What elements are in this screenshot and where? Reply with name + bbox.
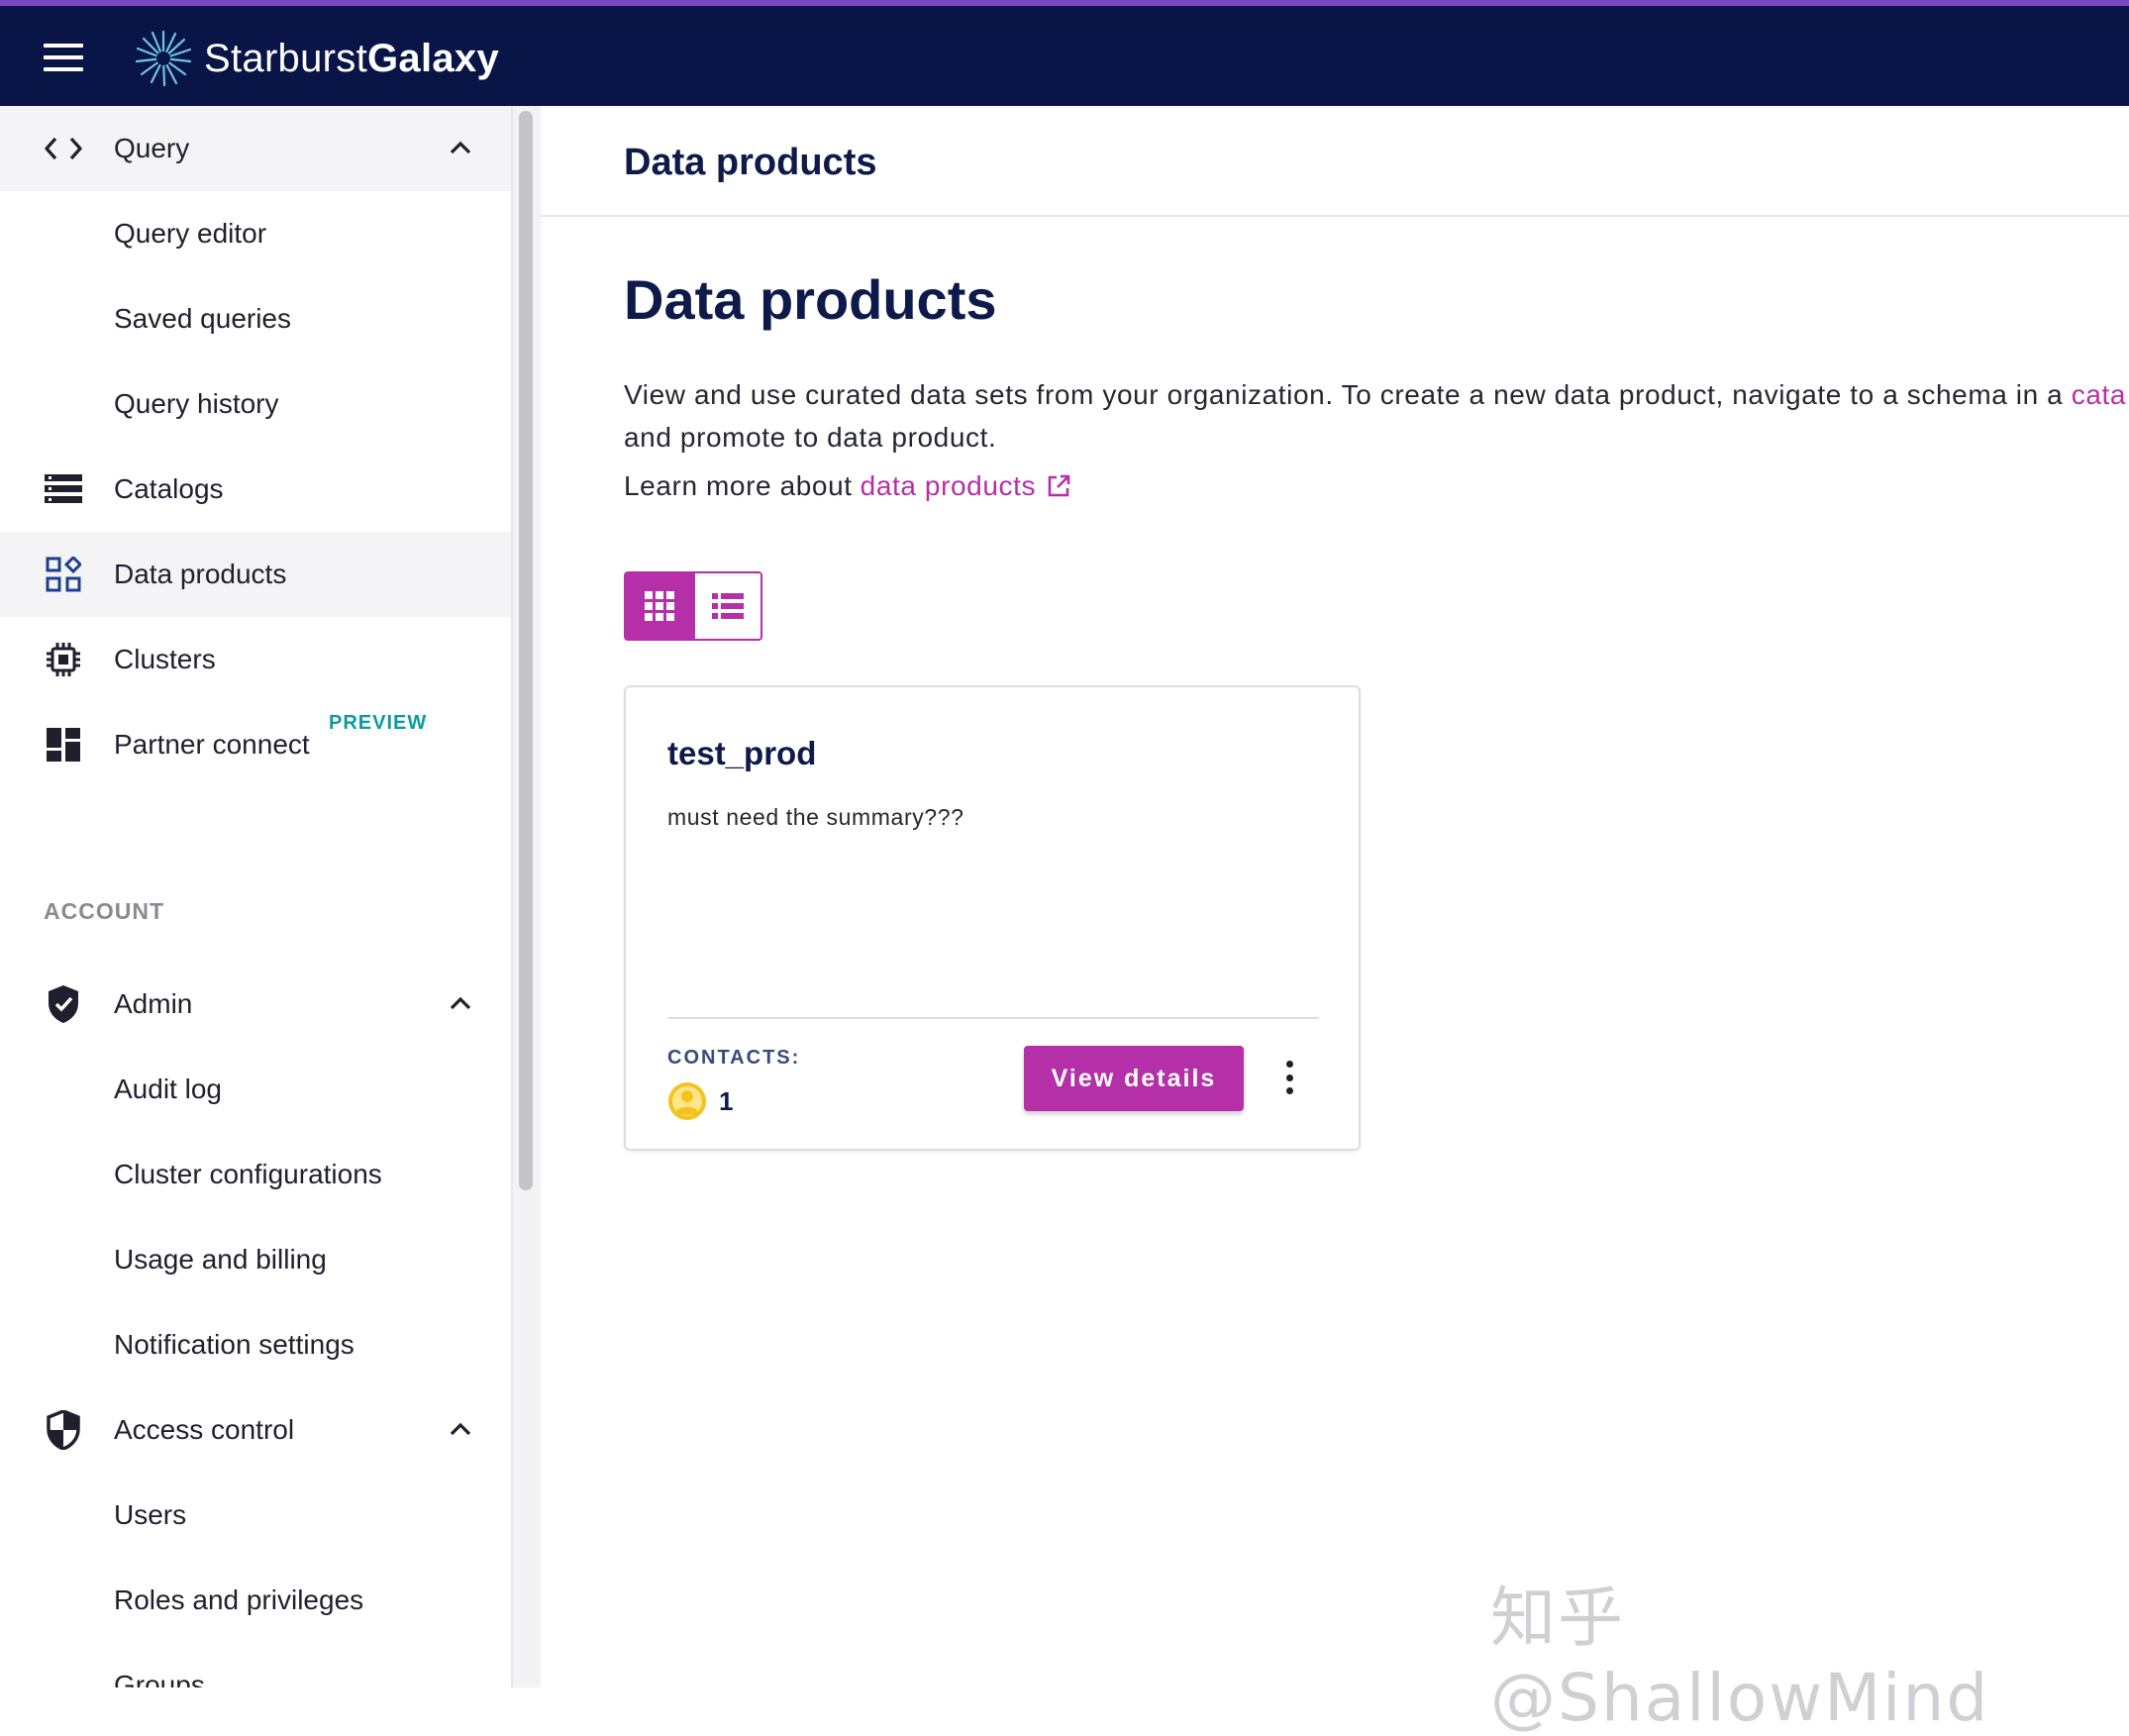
logo-text-bold: Galaxy [367,36,500,80]
data-products-icon [44,555,83,594]
sidebar-item-label: Query editor [114,218,267,249]
sidebar-item-label: Cluster configurations [114,1159,382,1189]
sidebar-item-label: Clusters [114,644,216,674]
description-text: View and use curated data sets from your… [624,379,2072,410]
learn-more-prefix: Learn more about [624,470,853,501]
page-title: Data products [624,268,997,331]
sidebar-item-catalogs[interactable]: Catalogs [0,447,511,532]
sidebar: Query Query editor Saved queries Query h… [0,106,513,1687]
section-label-account: ACCOUNT [44,898,164,924]
sidebar-item-label: Admin [114,988,193,1019]
sidebar-item-query[interactable]: Query [0,106,511,191]
sidebar-item-label: Access control [114,1414,295,1445]
sidebar-scrollbar-thumb[interactable] [519,111,533,1190]
sidebar-item-users[interactable]: Users [0,1473,511,1558]
contacts: 1 [667,1081,733,1121]
grid-icon [644,591,674,621]
logo-text-light: Starburst [204,36,367,80]
top-app-bar: StarburstGalaxy [0,0,2129,106]
chevron-up-icon[interactable] [448,991,473,1017]
page-header: Data products [541,106,2129,217]
sidebar-item-label: Catalogs [114,473,224,504]
sidebar-item-label: Partner connect [114,729,310,760]
sidebar-item-label: Users [114,1499,187,1530]
sidebar-item-audit-log[interactable]: Audit log [0,1047,511,1132]
dashboard-icon [44,725,83,765]
sidebar-item-groups[interactable]: Groups [0,1643,511,1687]
watermark: 知乎 @ShallowMind [1490,1580,1990,1736]
data-product-card[interactable]: test_prod must need the summary??? CONTA… [624,685,1361,1151]
contacts-count: 1 [719,1085,734,1116]
chevron-up-icon[interactable] [448,1417,473,1443]
sidebar-item-query-editor[interactable]: Query editor [0,191,511,276]
view-details-button[interactable]: View details [1024,1046,1244,1111]
starburst-logo-icon [135,30,192,87]
header-title: Data products [624,142,877,183]
description-text-line2: and promote to data product. [624,422,997,453]
learn-more: Learn more about data products [624,470,1071,502]
sidebar-item-query-history[interactable]: Query history [0,361,511,447]
catalog-list-icon [44,469,83,509]
sidebar-item-label: Usage and billing [114,1244,327,1275]
sidebar-item-cluster-configurations[interactable]: Cluster configurations [0,1132,511,1217]
sidebar-item-admin[interactable]: Admin [0,962,511,1047]
preview-badge: PREVIEW [329,712,428,734]
user-avatar-icon [668,1082,706,1120]
view-toggle [624,571,762,641]
sidebar-item-label: Roles and privileges [114,1584,364,1615]
sidebar-item-label: Query [114,133,190,163]
main-content: Data products Data products View and use… [541,106,2129,1687]
sidebar-item-label: Audit log [114,1073,222,1104]
app-logo[interactable]: StarburstGalaxy [133,26,499,91]
sidebar-item-label: Query history [114,388,279,419]
sidebar-item-label: Data products [114,559,287,589]
list-view-button[interactable] [692,573,760,639]
sidebar-item-label: Groups [114,1670,205,1687]
card-divider [667,1017,1319,1019]
shield-check-icon [44,984,83,1024]
data-products-docs-link[interactable]: data products [860,470,1037,501]
shield-half-icon [44,1410,83,1450]
sidebar-item-roles-and-privileges[interactable]: Roles and privileges [0,1558,511,1643]
sidebar-item-saved-queries[interactable]: Saved queries [0,276,511,361]
sidebar-item-label: Saved queries [114,303,292,334]
list-icon [711,593,744,619]
sidebar-item-usage-and-billing[interactable]: Usage and billing [0,1217,511,1302]
sidebar-item-access-control[interactable]: Access control [0,1387,511,1473]
menu-icon[interactable] [44,44,83,73]
more-options-icon[interactable] [1279,1058,1299,1097]
code-icon [44,129,83,168]
contacts-label: CONTACTS: [667,1047,801,1069]
catalog-link[interactable]: cata [2071,379,2127,410]
grid-view-button[interactable] [626,573,693,639]
app-title: StarburstGalaxy [204,37,499,81]
page-description: View and use curated data sets from your… [624,373,2129,459]
chevron-up-icon[interactable] [448,136,473,161]
card-description: must need the summary??? [667,804,964,830]
sidebar-item-notification-settings[interactable]: Notification settings [0,1302,511,1387]
card-title: test_prod [667,735,817,771]
cpu-chip-icon [44,640,83,679]
sidebar-item-partner-connect[interactable]: Partner connect PREVIEW [0,702,511,787]
sidebar-item-label: Notification settings [114,1329,355,1360]
external-link-icon[interactable] [1046,473,1071,499]
sidebar-item-clusters[interactable]: Clusters [0,617,511,702]
sidebar-item-data-products[interactable]: Data products [0,532,511,617]
